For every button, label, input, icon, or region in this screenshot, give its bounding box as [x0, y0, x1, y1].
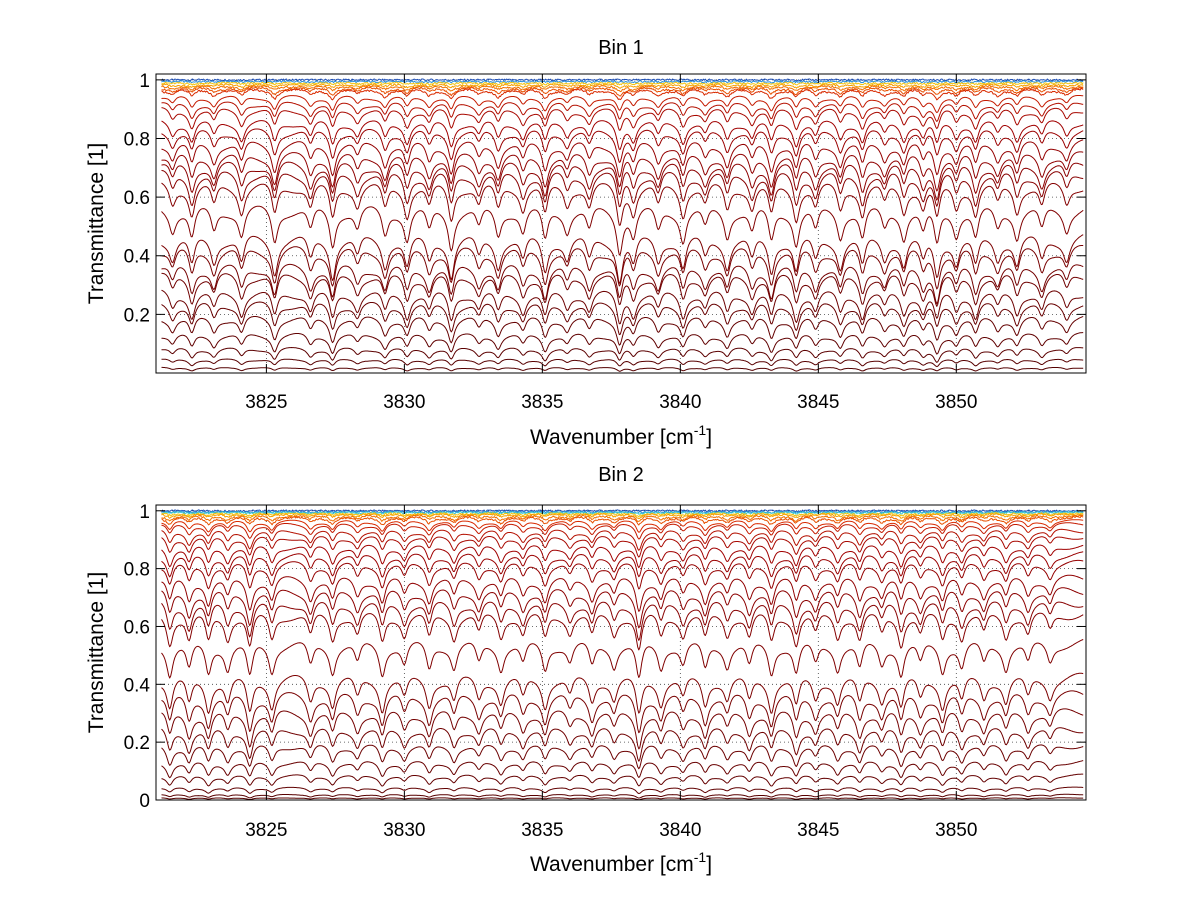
series-line-12 — [161, 128, 1084, 163]
x-axis-label-superscript: -1 — [694, 849, 707, 865]
y-tick-label: 0.6 — [124, 188, 150, 209]
x-tick-label: 3845 — [797, 820, 839, 841]
series-line-25 — [161, 760, 1084, 779]
series-line-29 — [161, 797, 1084, 801]
x-tick-label: 3850 — [935, 392, 977, 413]
series-line-13 — [161, 551, 1084, 578]
x-tick-label: 3835 — [521, 820, 563, 841]
series-lines — [161, 78, 1084, 372]
series-line-27 — [161, 786, 1084, 794]
series-line-11 — [161, 120, 1084, 150]
series-line-24 — [161, 301, 1084, 336]
x-tick-label: 3840 — [659, 392, 701, 413]
x-tick-label: 3850 — [935, 820, 977, 841]
series-line-22 — [161, 708, 1084, 750]
series-line-29 — [161, 366, 1084, 372]
series-line-10 — [161, 528, 1084, 551]
series-line-16 — [161, 169, 1084, 208]
x-tick-label: 3845 — [797, 392, 839, 413]
series-line-7 — [161, 87, 1084, 101]
y-axis-label: Transmittance [1] — [85, 143, 108, 304]
series-line-26 — [161, 332, 1084, 355]
series-line-25 — [161, 316, 1084, 346]
series-line-14 — [161, 151, 1084, 192]
series-line-27 — [161, 347, 1084, 363]
series-line-28 — [161, 793, 1084, 799]
x-axis-label-tail: ] — [706, 853, 712, 876]
y-tick-label: 0.8 — [124, 560, 150, 581]
y-tick-label: 0 — [139, 791, 150, 812]
y-tick-label: 0.2 — [124, 733, 150, 754]
series-line-16 — [161, 587, 1084, 629]
series-line-19 — [161, 639, 1084, 679]
x-axis-label-text: Wavenumber [cm — [530, 853, 694, 876]
series-line-26 — [161, 773, 1084, 787]
series-line-1 — [161, 78, 1084, 82]
series-line-17 — [161, 182, 1084, 226]
series-line-7 — [161, 515, 1084, 526]
x-tick-label: 3825 — [245, 820, 287, 841]
y-tick-label: 1 — [139, 71, 150, 92]
series-line-5 — [161, 513, 1084, 520]
series-line-17 — [161, 601, 1084, 641]
series-line-8 — [161, 519, 1084, 533]
y-tick-label: 1 — [139, 502, 150, 523]
y-axis-label: Transmittance [1] — [85, 572, 108, 733]
series-lines — [161, 509, 1084, 801]
x-axis-label-tail: ] — [706, 426, 712, 449]
series-line-2 — [161, 80, 1084, 84]
series-line-22 — [161, 272, 1084, 307]
chart-title: Bin 1 — [598, 37, 644, 59]
series-line-6 — [161, 514, 1084, 522]
series-line-8 — [161, 95, 1084, 114]
ticks: 3825 3830 3835 3840 3845 3850 0.2 0.4 0.6 0.8 1 — [124, 71, 1086, 413]
x-tick-label: 3825 — [245, 392, 287, 413]
series-line-13 — [161, 139, 1084, 178]
series-line-23 — [161, 289, 1084, 325]
series-line-24 — [161, 744, 1084, 770]
series-line-18 — [161, 612, 1084, 651]
series-line-12 — [161, 544, 1084, 569]
series-line-4 — [161, 512, 1084, 518]
axes-frame — [155, 504, 1087, 801]
series-line-5 — [161, 85, 1084, 93]
x-tick-label: 3830 — [383, 820, 425, 841]
x-axis-label: Wavenumber [cm-1] — [530, 849, 712, 876]
series-line-3 — [161, 81, 1084, 86]
x-tick-label: 3840 — [659, 820, 701, 841]
y-tick-label: 0.8 — [124, 129, 150, 150]
series-line-9 — [161, 101, 1084, 122]
y-tick-label: 0.6 — [124, 617, 150, 638]
series-line-15 — [161, 574, 1084, 612]
chart-bin-1: 3825 3830 3835 3840 3845 3850 0.2 0.4 0.6 0.8 1 Bi… — [85, 37, 1087, 449]
x-tick-label: 3830 — [383, 392, 425, 413]
series-line-9 — [161, 522, 1084, 540]
series-line-18 — [161, 205, 1084, 256]
series-line-11 — [161, 536, 1084, 558]
series-line-4 — [161, 83, 1084, 89]
series-line-15 — [161, 161, 1084, 201]
series-line-14 — [161, 559, 1084, 590]
x-tick-label: 3835 — [521, 392, 563, 413]
x-axis-label-superscript: -1 — [694, 422, 707, 438]
series-line-10 — [161, 107, 1084, 131]
series-line-21 — [161, 690, 1084, 734]
series-line-6 — [161, 86, 1084, 97]
series-line-20 — [161, 245, 1084, 290]
x-axis-label: Wavenumber [cm-1] — [530, 422, 712, 449]
series-line-20 — [161, 672, 1084, 714]
series-line-23 — [161, 727, 1084, 762]
chart-bin-2: 3825 3830 3835 3840 3845 3850 0 0.2 0.4 0.6 0.8 1 B… — [85, 464, 1087, 876]
y-tick-label: 0.4 — [124, 247, 151, 268]
y-tick-label: 0.4 — [124, 675, 151, 696]
chart-title: Bin 2 — [598, 464, 644, 486]
series-line-28 — [161, 358, 1084, 368]
ticks: 3825 3830 3835 3840 3845 3850 0 0.2 0.4 0.6 0.8 1 — [124, 502, 1086, 841]
series-line-21 — [161, 263, 1084, 305]
y-tick-label: 0.2 — [124, 305, 150, 326]
series-line-19 — [161, 234, 1084, 284]
axes-frame — [155, 73, 1087, 374]
x-axis-label-text: Wavenumber [cm — [530, 426, 694, 449]
